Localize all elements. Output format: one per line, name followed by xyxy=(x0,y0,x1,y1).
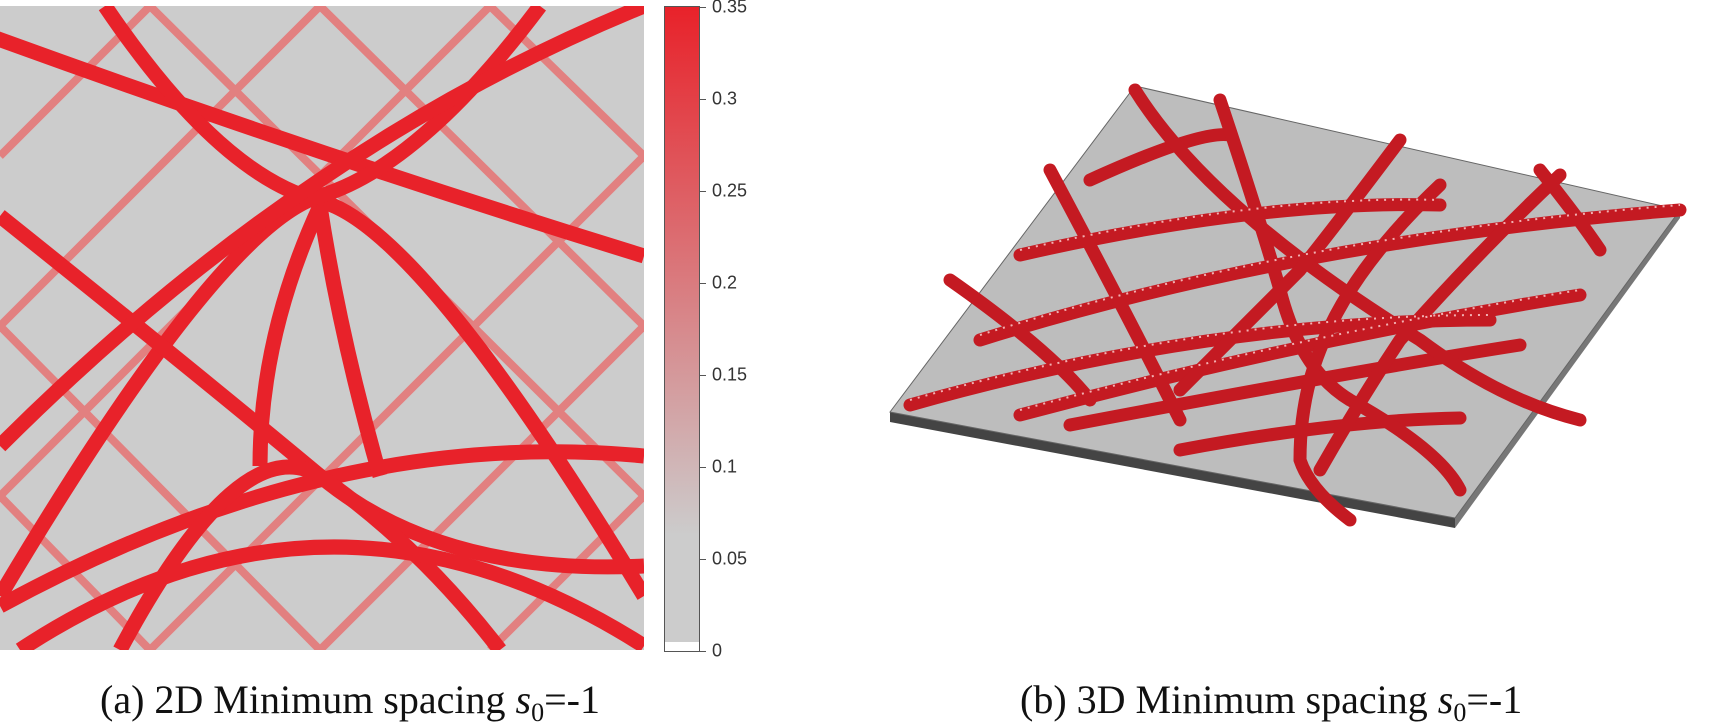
caption-3d-prefix: (b) 3D Minimum spacing xyxy=(1020,677,1438,722)
faint-member xyxy=(317,6,644,329)
caption-2d-symbol: s xyxy=(515,677,532,722)
colorbar-tick-label: 0.2 xyxy=(712,272,738,293)
tube-member xyxy=(1313,168,1567,477)
caption-2d-subscript: 0 xyxy=(531,698,545,727)
faint-member xyxy=(147,153,644,650)
strong-member xyxy=(113,459,506,650)
tube-members xyxy=(903,83,1687,527)
strong-member xyxy=(0,31,644,264)
faint-member xyxy=(0,6,323,329)
structure-3d-svg xyxy=(889,83,1687,528)
structure-3d xyxy=(880,70,1700,570)
colorbar-tick-label: 0 xyxy=(712,640,723,661)
strong-member xyxy=(98,6,644,600)
tube-member xyxy=(1213,93,1467,497)
density-map-2d xyxy=(0,6,644,650)
tube-highlights xyxy=(909,198,1681,411)
colorbar-tick-label: 0.35 xyxy=(712,0,748,17)
colorbar-tick-label: 0.25 xyxy=(712,180,748,201)
tube-member xyxy=(1173,133,1407,397)
caption-2d: (a) 2D Minimum spacing s0=-1 xyxy=(100,676,600,728)
colorbar-tick-label: 0.15 xyxy=(712,364,748,385)
strong-members xyxy=(0,6,644,650)
strong-member xyxy=(0,6,644,452)
tube-member xyxy=(943,273,1097,407)
faint-member xyxy=(0,323,323,650)
strong-member xyxy=(252,202,327,467)
colorbar-tick-label: 0.3 xyxy=(712,88,738,109)
caption-2d-suffix: =-1 xyxy=(544,677,600,722)
plate-edge-front xyxy=(890,412,1455,528)
strong-member xyxy=(312,204,388,479)
caption-2d-prefix: (a) 2D Minimum spacing xyxy=(100,677,516,722)
strong-member xyxy=(15,539,644,650)
caption-3d-subscript: 0 xyxy=(1453,698,1467,727)
colorbar xyxy=(664,6,700,652)
tube-member xyxy=(1128,83,1587,427)
tube-highlight xyxy=(1019,289,1581,411)
plate-edge-side xyxy=(1455,210,1680,528)
colorbar-tick-label: 0.05 xyxy=(712,548,748,569)
colorbar-tick-label: 0.1 xyxy=(712,456,738,477)
caption-3d-suffix: =-1 xyxy=(1466,677,1523,722)
faint-member xyxy=(317,323,644,650)
tube-member xyxy=(1043,163,1187,427)
tube-member xyxy=(1293,178,1447,527)
tube-highlight xyxy=(979,204,1681,336)
tube-highlight xyxy=(1019,198,1441,251)
density-map-svg xyxy=(0,6,644,650)
caption-3d: (b) 3D Minimum spacing s0=-1 xyxy=(1020,676,1522,728)
tube-member xyxy=(1173,411,1467,457)
caption-3d-symbol: s xyxy=(1437,677,1454,722)
colorbar-ticks: 0.35 0.3 0.25 0.2 0.15 0.1 0.05 0 xyxy=(700,0,760,661)
